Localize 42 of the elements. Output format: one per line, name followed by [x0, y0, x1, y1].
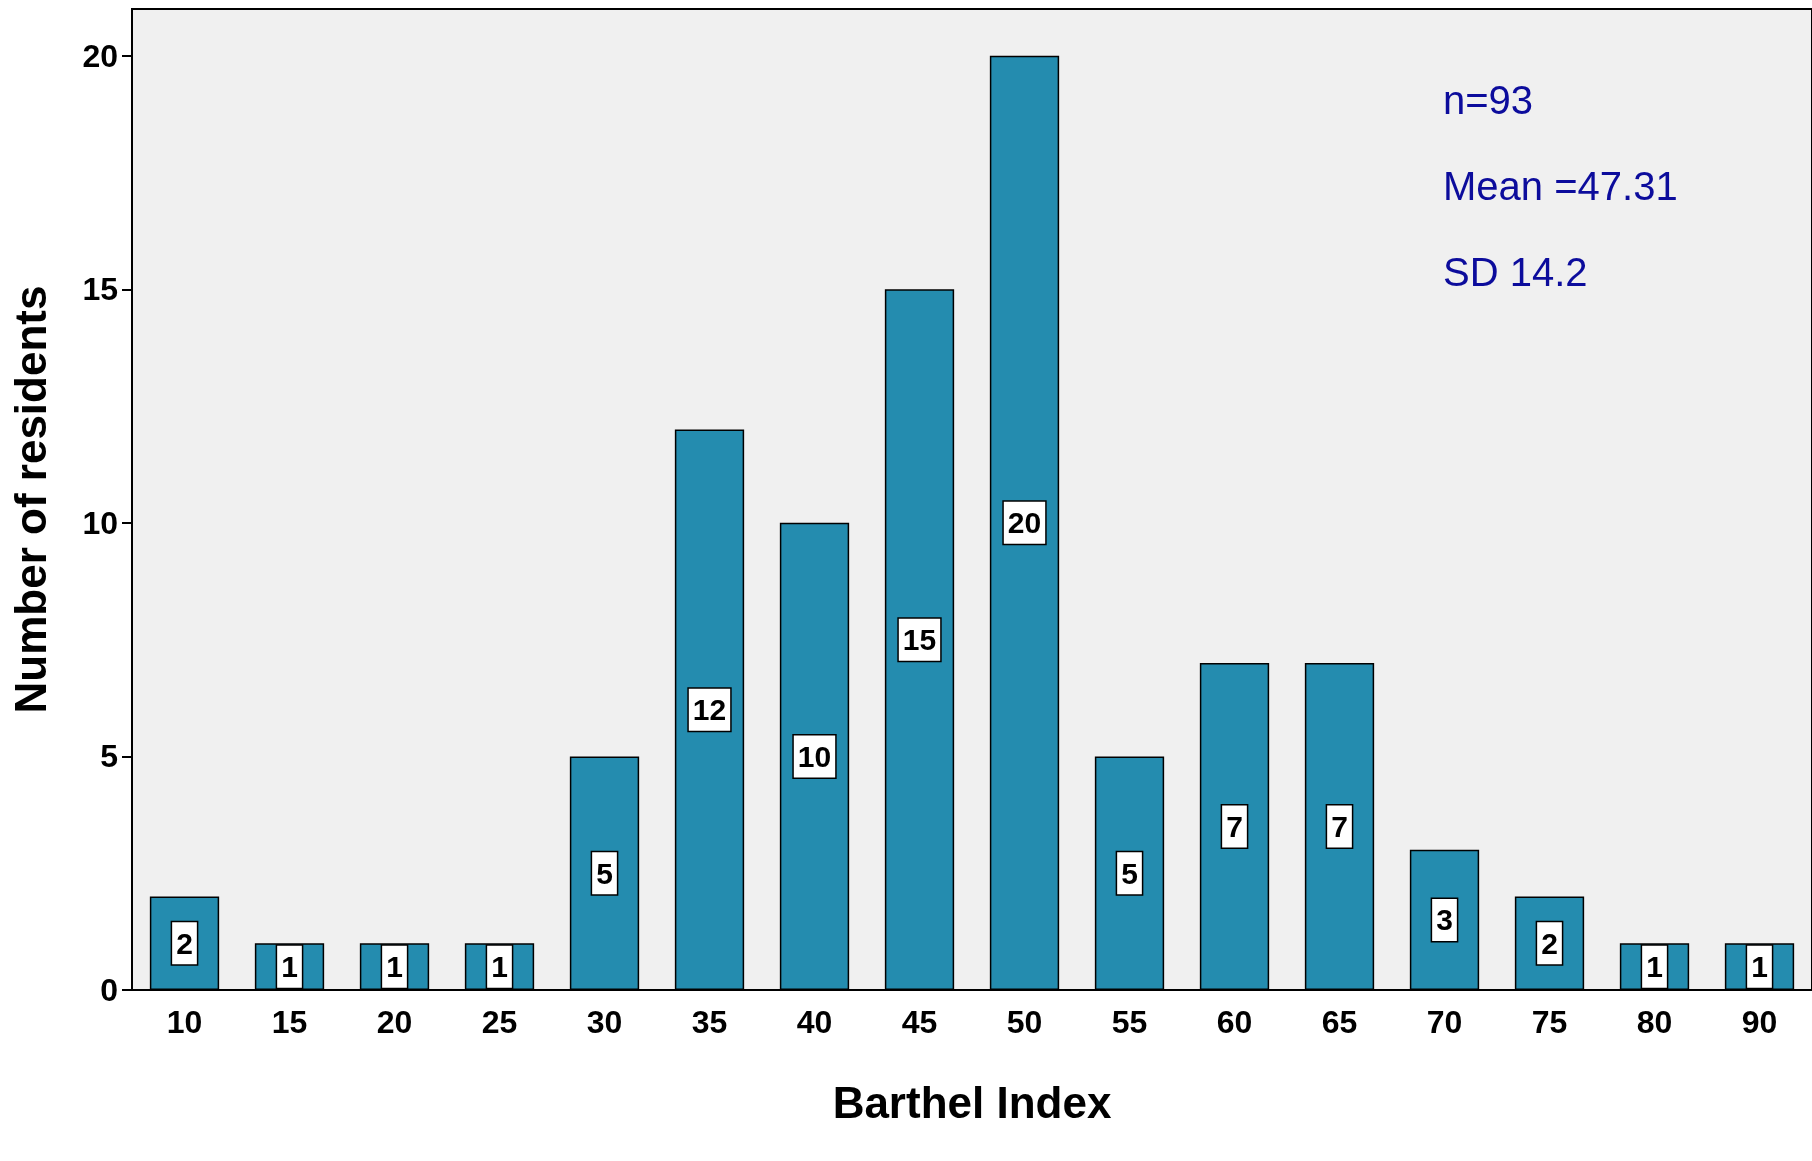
x-tick-label: 35 [691, 1004, 728, 1040]
x-tick-label: 90 [1741, 1004, 1778, 1040]
x-tick-label: 15 [271, 1004, 308, 1040]
y-tick-label: 15 [82, 271, 118, 308]
y-tick-label: 20 [82, 37, 118, 74]
data-label: 15 [902, 623, 937, 657]
x-tick-label: 45 [901, 1004, 938, 1040]
data-label: 10 [797, 739, 832, 773]
x-tick-label: 55 [1111, 1004, 1148, 1040]
annotation: n=93 [1443, 78, 1534, 122]
data-label: 1 [281, 950, 298, 984]
x-tick-label: 20 [376, 1004, 413, 1040]
x-tick-label: 70 [1426, 1004, 1463, 1040]
data-label: 12 [692, 693, 727, 727]
x-tick-label: 40 [796, 1004, 833, 1040]
data-label: 1 [491, 950, 508, 984]
x-tick-label: 30 [586, 1004, 623, 1040]
x-tick-label: 80 [1636, 1004, 1673, 1040]
data-label: 3 [1436, 903, 1453, 937]
data-label: 7 [1226, 810, 1243, 843]
data-label: 5 [596, 856, 613, 890]
data-label: 5 [1121, 856, 1138, 890]
x-tick-label: 10 [166, 1004, 203, 1040]
y-tick-label: 0 [100, 972, 118, 1008]
y-tick-label: 5 [100, 738, 118, 775]
x-tick-label: 25 [481, 1004, 518, 1040]
data-label: 2 [176, 926, 193, 960]
data-label: 1 [1646, 950, 1663, 984]
data-label: 7 [1331, 810, 1348, 843]
data-label: 1 [1751, 950, 1768, 984]
x-tick-label: 65 [1321, 1004, 1358, 1040]
annotation: Mean =47.31 [1443, 164, 1678, 208]
x-tick-label: 60 [1216, 1004, 1253, 1040]
data-label: 20 [1007, 506, 1042, 540]
data-label: 2 [1541, 926, 1558, 960]
y-axis-title: Number of residents [5, 285, 55, 714]
data-label: 1 [386, 950, 403, 984]
x-tick-label: 75 [1531, 1004, 1568, 1040]
annotation: SD 14.2 [1443, 250, 1588, 294]
x-tick-label: 50 [1006, 1004, 1043, 1040]
x-axis-title: Barthel Index [832, 1077, 1112, 1127]
y-tick-label: 10 [82, 504, 118, 541]
